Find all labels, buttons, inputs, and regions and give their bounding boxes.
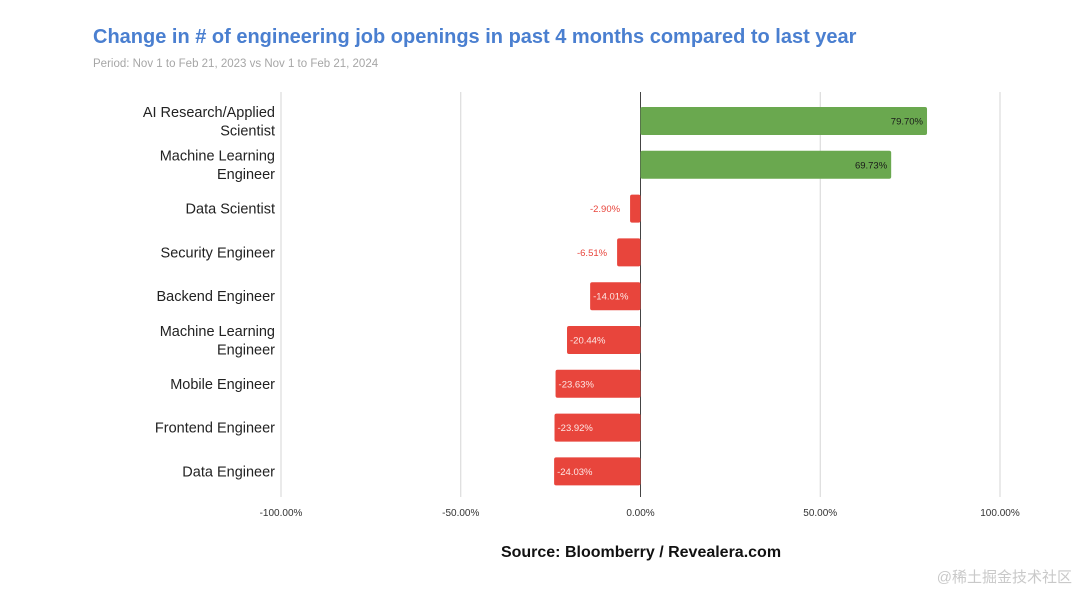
category-label: Machine Learning <box>160 324 275 340</box>
data-label: -14.01% <box>593 292 629 303</box>
data-label: 69.73% <box>855 160 888 171</box>
x-tick-label: 50.00% <box>803 508 837 519</box>
category-label: Data Engineer <box>182 464 275 480</box>
x-tick-label: 0.00% <box>626 508 654 519</box>
data-label: -2.90% <box>590 204 621 215</box>
data-label: -6.51% <box>577 248 608 259</box>
data-label: -23.92% <box>558 423 594 434</box>
category-label: Backend Engineer <box>157 289 276 305</box>
chart-title: Change in # of engineering job openings … <box>93 26 857 48</box>
bar <box>640 107 928 135</box>
category-label: Machine Learning <box>160 149 275 165</box>
bar <box>630 194 641 223</box>
watermark: @稀土掘金技术社区 <box>936 569 1072 586</box>
category-label: Scientist <box>220 123 275 139</box>
chart-source: Source: Bloomberry / Revealera.com <box>500 544 782 561</box>
bar <box>567 326 641 354</box>
bar <box>554 413 641 442</box>
category-label: Security Engineer <box>161 245 276 261</box>
bar <box>640 150 892 179</box>
category-label: AI Research/Applied <box>143 105 275 121</box>
category-label: Data Scientist <box>186 202 275 218</box>
bar <box>555 369 641 398</box>
x-tick-label: -100.00% <box>260 508 303 519</box>
data-label: 79.70% <box>891 117 924 128</box>
bar <box>554 457 641 486</box>
data-label: -24.03% <box>557 467 593 478</box>
bar <box>590 282 641 311</box>
category-label: Engineer <box>217 167 275 183</box>
data-label: -23.63% <box>559 379 595 390</box>
x-tick-label: -50.00% <box>442 508 479 519</box>
category-label: Frontend Engineer <box>155 421 275 437</box>
category-label: Engineer <box>217 342 275 358</box>
chart-subtitle: Period: Nov 1 to Feb 21, 2023 vs Nov 1 t… <box>93 58 379 70</box>
bar <box>617 238 641 267</box>
category-label: Mobile Engineer <box>170 377 275 393</box>
x-tick-label: 100.00% <box>980 508 1020 519</box>
data-label: -20.44% <box>570 336 606 347</box>
